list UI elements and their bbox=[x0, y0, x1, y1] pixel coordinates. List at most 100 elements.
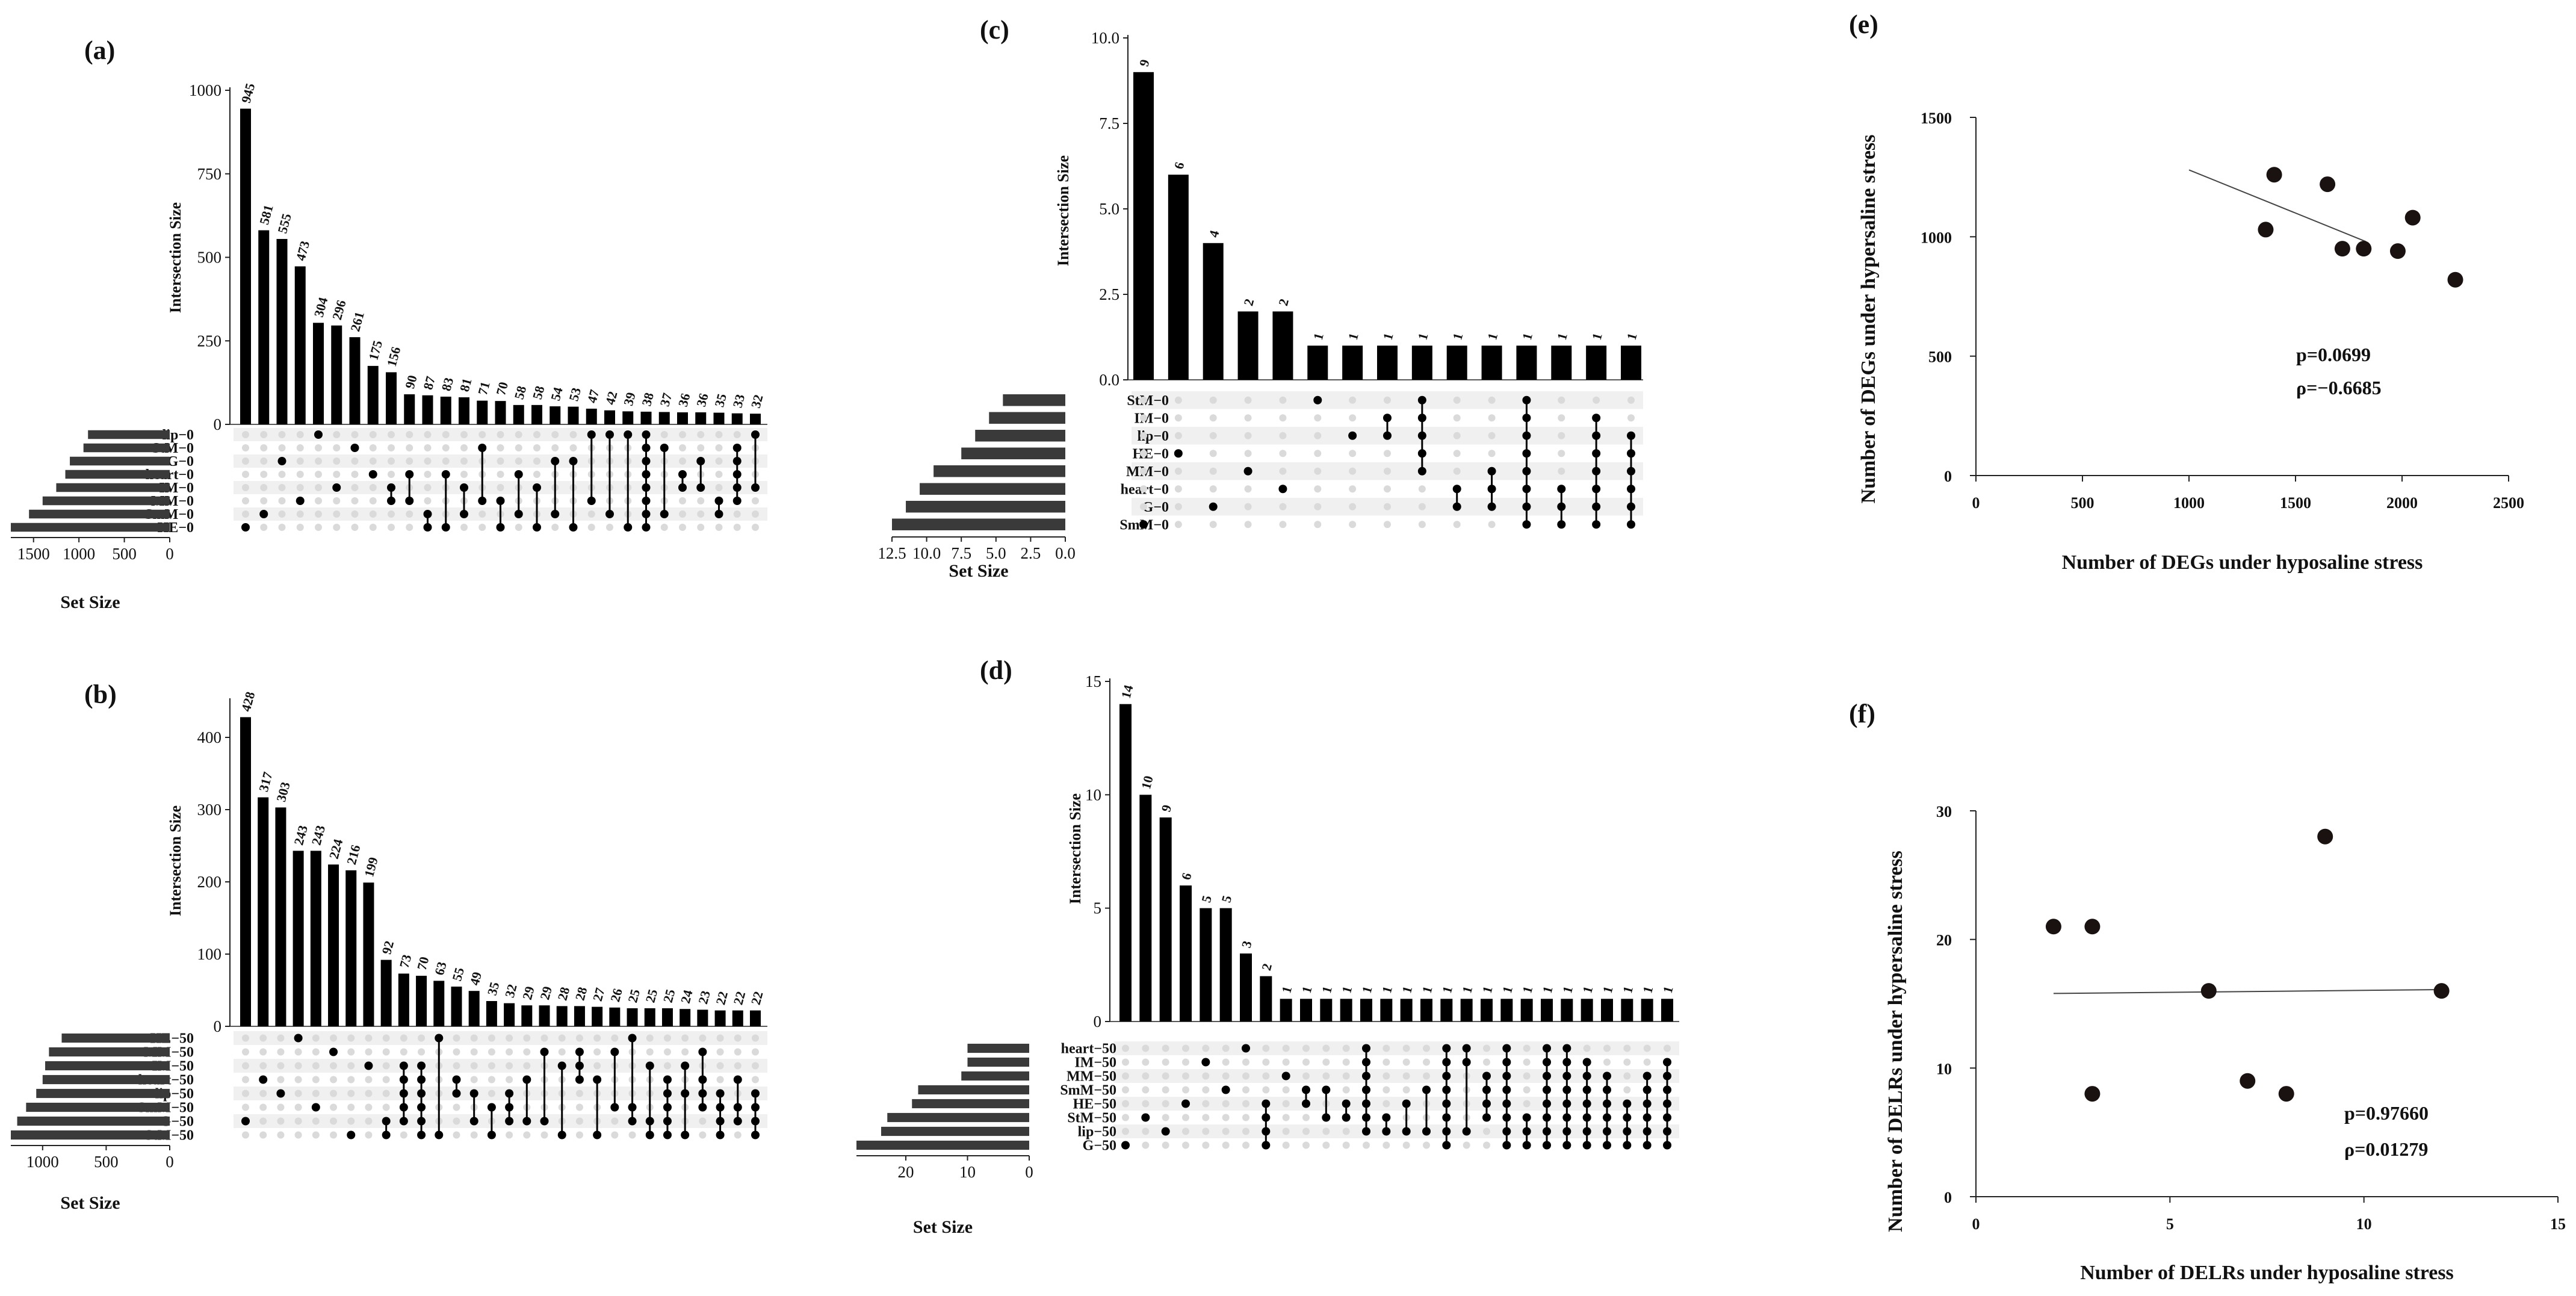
intersection-bar bbox=[1601, 999, 1613, 1022]
matrix-dot-on bbox=[1383, 414, 1392, 423]
matrix-dot-off bbox=[1643, 1058, 1651, 1066]
matrix-dot-off bbox=[259, 1048, 267, 1056]
matrix-dot-on bbox=[1522, 467, 1531, 476]
scatter-point bbox=[2084, 1086, 2101, 1102]
matrix-dot-off bbox=[1140, 450, 1147, 457]
matrix-dot-off bbox=[470, 1048, 478, 1056]
matrix-dot-on bbox=[1557, 502, 1566, 511]
matrix-dot-off bbox=[312, 1131, 320, 1139]
matrix-dot-off bbox=[1174, 503, 1182, 510]
intersection-bar bbox=[240, 108, 251, 424]
matrix-dot-off bbox=[1182, 1086, 1189, 1094]
matrix-dot-on bbox=[660, 510, 669, 518]
matrix-dot-off bbox=[1142, 1058, 1150, 1066]
matrix-dot-off bbox=[1209, 414, 1217, 422]
matrix-dot-off bbox=[523, 1131, 531, 1139]
matrix-dot-on bbox=[452, 1089, 461, 1098]
matrix-dot-off bbox=[1142, 1141, 1150, 1149]
matrix-dot-off bbox=[593, 1048, 601, 1056]
matrix-dot-off bbox=[1282, 1127, 1290, 1135]
matrix-dot-on bbox=[259, 1075, 268, 1084]
matrix-dot-off bbox=[734, 1131, 742, 1139]
matrix-dot-off bbox=[488, 1034, 495, 1042]
matrix-dot-off bbox=[488, 1090, 495, 1097]
matrix-dot-off bbox=[1593, 396, 1600, 404]
intersection-bar bbox=[1280, 999, 1292, 1022]
intersection-bar bbox=[433, 981, 445, 1026]
x-tick-label: 0 bbox=[1972, 1215, 1980, 1233]
matrix-dot-on bbox=[382, 1130, 391, 1139]
matrix-dot-off bbox=[296, 457, 304, 465]
x-tick-label: 500 bbox=[2071, 494, 2095, 512]
matrix-dot-on bbox=[587, 430, 596, 439]
matrix-dot-off bbox=[715, 471, 723, 478]
set-size-bar bbox=[856, 1140, 1029, 1150]
intersection-bar bbox=[294, 266, 306, 424]
matrix-dot-on bbox=[663, 1075, 672, 1084]
matrix-dot-on bbox=[1522, 1113, 1531, 1122]
matrix-dot-off bbox=[351, 524, 359, 531]
matrix-dot-off bbox=[424, 457, 432, 465]
matrix-dot-off bbox=[460, 431, 468, 438]
matrix-dot-off bbox=[1209, 467, 1217, 475]
matrix-dot-on bbox=[663, 1103, 672, 1112]
matrix-dot-on bbox=[387, 483, 395, 492]
matrix-dot-on bbox=[1562, 1141, 1571, 1150]
intersection-bar bbox=[1272, 311, 1293, 380]
matrix-dot-off bbox=[1202, 1141, 1210, 1149]
intersection-bar bbox=[1342, 346, 1363, 380]
matrix-dot-off bbox=[330, 1131, 338, 1139]
matrix-dot-on bbox=[382, 1117, 391, 1126]
intersection-bar bbox=[586, 408, 597, 424]
intersection-bar bbox=[416, 976, 427, 1026]
matrix-dot-on bbox=[1663, 1141, 1671, 1150]
matrix-dot-off bbox=[1122, 1127, 1129, 1135]
matrix-dot-off bbox=[351, 431, 359, 438]
matrix-dot-off bbox=[388, 510, 395, 518]
intersection-bar bbox=[495, 401, 506, 424]
matrix-dot-on bbox=[487, 1103, 496, 1112]
matrix-dot-off bbox=[333, 497, 341, 504]
matrix-dot-off bbox=[333, 471, 341, 478]
matrix-dot-off bbox=[369, 457, 377, 465]
set-size-bar bbox=[920, 483, 1065, 495]
matrix-dot-off bbox=[333, 457, 341, 465]
matrix-dot-off bbox=[587, 510, 595, 518]
matrix-dot-off bbox=[1282, 1086, 1290, 1094]
matrix-dot-off bbox=[497, 471, 504, 478]
x-tick-label: 1000 bbox=[2173, 494, 2205, 512]
matrix-dot-off bbox=[1174, 485, 1182, 493]
matrix-dot-off bbox=[734, 1034, 742, 1042]
matrix-dot-off bbox=[679, 457, 686, 465]
matrix-dot-off bbox=[278, 497, 286, 504]
matrix-dot-off bbox=[1558, 450, 1565, 457]
matrix-dot-on bbox=[1627, 485, 1635, 494]
intersection-bar bbox=[367, 365, 379, 424]
matrix-dot-off bbox=[1603, 1044, 1611, 1052]
matrix-dot-on bbox=[1201, 1058, 1210, 1067]
matrix-dot-off bbox=[1242, 1086, 1249, 1094]
matrix-dot-on bbox=[1627, 449, 1635, 458]
matrix-dot-off bbox=[733, 524, 741, 531]
set-size-bar bbox=[42, 1074, 170, 1085]
matrix-dot-on bbox=[557, 1130, 566, 1139]
matrix-dot-on bbox=[1522, 1127, 1531, 1136]
intersection-bar bbox=[459, 397, 469, 424]
intersection-bar bbox=[1586, 346, 1607, 380]
matrix-dot-off bbox=[1623, 1044, 1631, 1052]
matrix-dot-on bbox=[698, 1075, 707, 1084]
matrix-dot-off bbox=[294, 1117, 302, 1125]
matrix-dot-off bbox=[1209, 485, 1217, 493]
matrix-dot-off bbox=[260, 484, 268, 491]
matrix-dot-on bbox=[1582, 1113, 1591, 1122]
matrix-dot-off bbox=[365, 1034, 373, 1042]
intersection-bar bbox=[258, 797, 269, 1026]
matrix-dot-on bbox=[1487, 485, 1496, 494]
matrix-dot-on bbox=[1643, 1141, 1652, 1150]
matrix-dot-on bbox=[399, 1061, 408, 1070]
matrix-dot-off bbox=[1384, 521, 1391, 529]
matrix-dot-on bbox=[1322, 1113, 1331, 1122]
matrix-dot-off bbox=[1627, 414, 1635, 422]
matrix-dot-off bbox=[488, 1062, 495, 1070]
matrix-dot-on bbox=[593, 1075, 602, 1084]
